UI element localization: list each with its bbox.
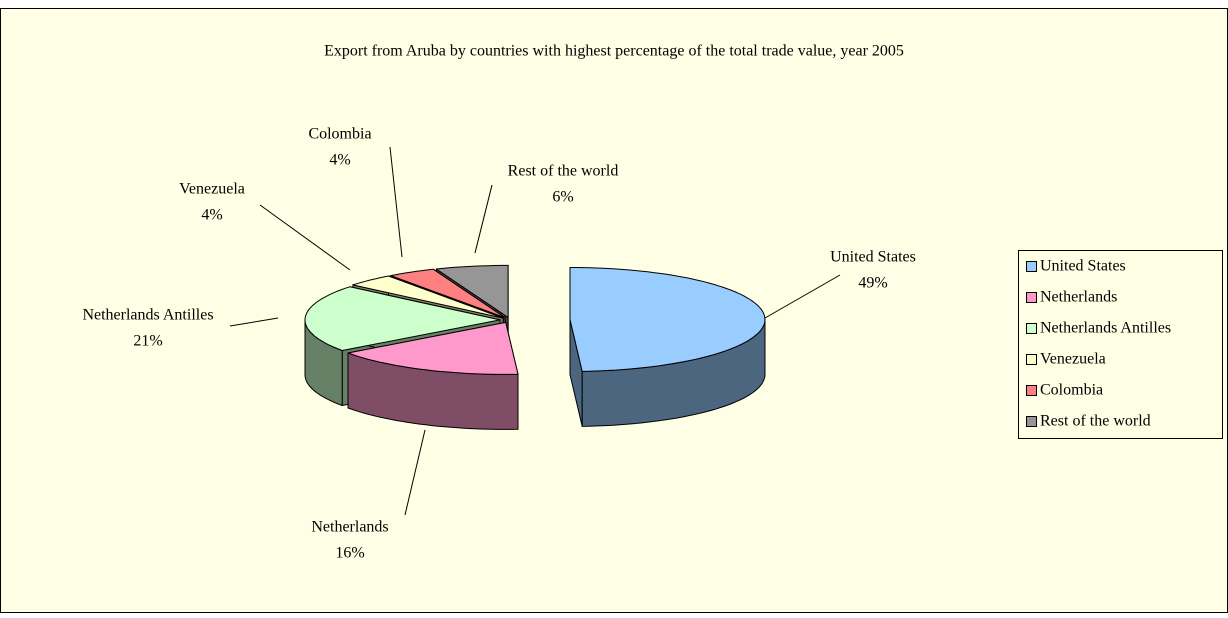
legend-label: Netherlands Antilles [1040, 320, 1171, 337]
leader-line [259, 204, 351, 271]
data-label-name: Netherlands Antilles [82, 307, 213, 324]
data-label: 6% [552, 189, 573, 206]
leader-line [764, 274, 841, 319]
slice [304, 286, 501, 351]
legend-swatch [1026, 261, 1037, 272]
slice [347, 321, 519, 375]
data-label-name: Colombia [308, 126, 371, 143]
legend-swatch [1026, 385, 1037, 396]
legend-swatch [1026, 354, 1037, 365]
data-label: 4% [201, 207, 222, 224]
slice [390, 268, 506, 319]
leader-line [229, 317, 279, 327]
leader-line [474, 184, 493, 254]
chart-title: Export from Aruba by countries with high… [324, 43, 904, 60]
legend-label: United States [1040, 258, 1126, 275]
legend-label: Rest of the world [1040, 413, 1151, 430]
legend-label: Netherlands [1040, 289, 1117, 306]
data-label: 21% [133, 333, 162, 350]
data-label: 16% [335, 545, 364, 562]
data-label: 49% [858, 275, 887, 292]
legend [1018, 250, 1223, 439]
legend-label: Venezuela [1040, 351, 1106, 368]
data-label-name: Venezuela [179, 181, 245, 198]
legend-label: Colombia [1040, 382, 1103, 399]
data-label: 4% [329, 152, 350, 169]
slice [352, 275, 504, 319]
slice [569, 267, 766, 372]
data-label-name: Rest of the world [508, 163, 619, 180]
legend-swatch [1026, 323, 1037, 334]
legend-swatch [1026, 416, 1037, 427]
leader-line [404, 429, 426, 516]
slice [435, 264, 509, 318]
legend-swatch [1026, 292, 1037, 303]
data-label-name: United States [830, 249, 916, 266]
data-label-name: Netherlands [311, 519, 388, 536]
leader-line [389, 146, 403, 258]
